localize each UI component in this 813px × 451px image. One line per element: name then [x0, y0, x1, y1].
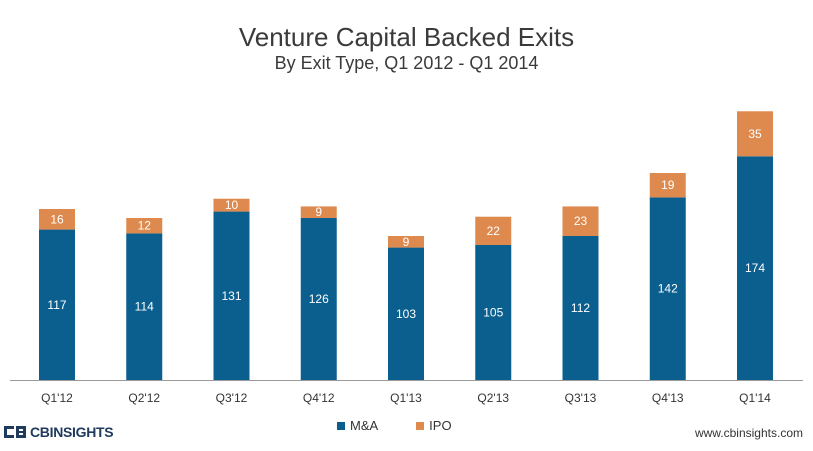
brand-name: CBINSIGHTS	[30, 424, 114, 440]
bar-ipo-2	[213, 198, 250, 212]
bar-ipo-1	[126, 218, 163, 234]
data-label-ma-2: 131	[221, 289, 241, 303]
data-label-ipo-5: 22	[487, 224, 501, 238]
cb-logo-icon	[4, 426, 26, 438]
data-label-ma-7: 142	[658, 282, 678, 296]
x-tick-label-4: Q1'13	[390, 391, 422, 405]
x-tick-label-3: Q4'12	[303, 391, 335, 405]
bar-ma-3	[300, 218, 337, 380]
bar-ipo-4	[388, 236, 424, 248]
x-tick-label-7: Q4'13	[652, 391, 684, 405]
data-label-ma-6: 112	[571, 301, 590, 315]
data-label-ma-5: 105	[483, 306, 503, 320]
x-tick-label-5: Q2'13	[477, 391, 509, 405]
legend-item-ma: M&A	[337, 418, 378, 433]
bar-ma-2	[213, 211, 250, 380]
bar-ma-4	[388, 247, 424, 380]
data-label-ipo-7: 19	[661, 178, 675, 192]
data-label-ipo-0: 16	[50, 212, 64, 226]
x-tick-label-1: Q2'12	[128, 391, 160, 405]
data-label-ipo-3: 9	[315, 205, 322, 219]
x-tick-label-6: Q3'13	[565, 391, 597, 405]
x-tick-label-8: Q1'14	[739, 391, 771, 405]
bar-ma-1	[126, 233, 163, 380]
legend-swatch-ma	[337, 421, 345, 430]
x-tick-label-0: Q1'12	[41, 391, 73, 405]
website-url: www.cbinsights.com	[694, 426, 803, 440]
bar-ipo-0	[39, 209, 75, 230]
brand-logo: CBINSIGHTS	[4, 424, 114, 440]
data-label-ma-4: 103	[396, 307, 416, 321]
data-label-ipo-4: 9	[403, 235, 410, 249]
bar-ma-6	[562, 236, 599, 380]
bar-ipo-8	[737, 111, 773, 157]
legend-swatch-ipo	[416, 421, 425, 430]
legend-item-ipo: IPO	[416, 418, 452, 433]
bar-ma-8	[737, 156, 773, 380]
bar-ma-5	[475, 245, 512, 380]
bar-ipo-6	[562, 206, 599, 236]
data-label-ipo-2: 10	[225, 198, 239, 212]
bar-ipo-5	[475, 216, 512, 245]
bar-ma-7	[649, 197, 686, 380]
data-label-ipo-6: 23	[574, 214, 588, 228]
legend-label-ipo: IPO	[429, 418, 452, 433]
data-label-ma-0: 117	[47, 298, 66, 312]
bar-ipo-7	[649, 173, 686, 198]
data-label-ma-1: 114	[135, 300, 154, 314]
chart-legend: M&A IPO	[337, 418, 452, 433]
data-label-ipo-1: 12	[138, 219, 152, 233]
data-label-ma-3: 126	[309, 292, 329, 306]
bar-ma-0	[39, 229, 75, 380]
x-tick-label-2: Q3'12	[216, 391, 248, 405]
legend-label-ma: M&A	[350, 418, 379, 433]
chart-title: Venture Capital Backed Exits	[238, 22, 575, 52]
chart-subtitle: By Exit Type, Q1 2012 - Q1 2014	[274, 53, 539, 73]
bar-ipo-3	[300, 206, 337, 218]
data-label-ma-8: 174	[745, 261, 765, 275]
data-label-ipo-8: 35	[748, 127, 762, 141]
